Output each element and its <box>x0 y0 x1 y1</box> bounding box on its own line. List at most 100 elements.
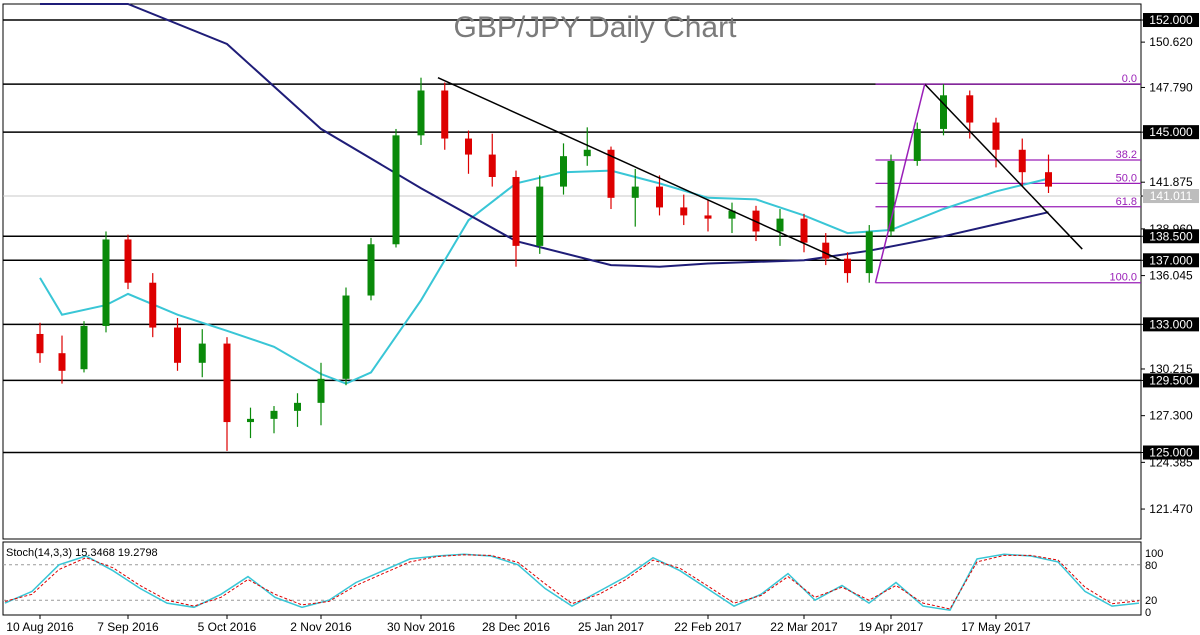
candle <box>149 273 157 338</box>
candle-body <box>417 90 425 136</box>
candle-body <box>270 410 278 419</box>
candlesticks <box>36 77 1052 451</box>
date-tick-label: 7 Sep 2016 <box>97 620 159 634</box>
candle <box>80 321 88 373</box>
moving-average-ma_fast <box>39 169 1049 385</box>
candle-body <box>174 327 181 363</box>
candle-body <box>512 176 520 246</box>
price-tick-label: 147.790 <box>1149 80 1193 94</box>
candle-body <box>728 210 736 219</box>
date-tick-label: 10 Aug 2016 <box>6 620 74 634</box>
candle-body <box>680 207 688 216</box>
date-tick-label: 2 Nov 2016 <box>290 620 352 634</box>
candle <box>560 143 567 195</box>
candle <box>317 362 325 426</box>
candle <box>583 127 591 166</box>
date-axis: 10 Aug 2016 7 Sep 2016 5 Oct 2016 2 Nov 201… <box>6 615 1031 634</box>
candle-body <box>822 242 830 259</box>
candle <box>680 194 688 226</box>
date-tick-label: 25 Jan 2017 <box>578 620 644 634</box>
candle <box>198 329 206 378</box>
stoch-label: Stoch(14,3,3) 15.3468 19.2798 <box>6 547 158 559</box>
candle-body <box>294 402 301 411</box>
candle <box>656 175 663 216</box>
price-tag-label: 133.000 <box>1149 317 1193 331</box>
candle-body <box>887 160 895 232</box>
date-tick-label: 28 Dec 2016 <box>482 620 550 634</box>
candle <box>844 252 851 283</box>
candle <box>607 146 615 210</box>
trendline <box>437 76 842 261</box>
trendline <box>924 83 1083 250</box>
fib-level-label: 50.0 <box>1116 172 1137 184</box>
candle <box>940 84 947 136</box>
candle-body <box>342 295 350 379</box>
candle-body <box>58 353 66 371</box>
candle <box>913 122 921 166</box>
price-tag-label: 129.500 <box>1149 373 1193 387</box>
candle-body <box>560 156 567 187</box>
price-tag <box>1143 253 1199 268</box>
candle <box>36 322 44 363</box>
candle-body <box>583 149 591 157</box>
price-tick-label: 124.385 <box>1149 455 1193 469</box>
price-tick-label: 121.470 <box>1149 502 1193 516</box>
candle-body <box>36 333 44 354</box>
candle-body <box>223 343 231 423</box>
candle-body <box>149 282 157 328</box>
date-tick-label: 5 Oct 2016 <box>198 620 257 634</box>
candle-body <box>392 135 400 245</box>
main-panel-frame <box>2 3 1142 540</box>
candle <box>58 335 66 384</box>
stoch-tick-label: 80 <box>1145 560 1157 572</box>
price-tag <box>1143 229 1199 244</box>
candle-body <box>631 186 639 198</box>
stoch-panel-frame <box>2 541 1142 616</box>
candle-body <box>800 218 808 243</box>
price-tick-label: 127.300 <box>1149 409 1193 423</box>
fibonacci-retracement: 0.0 38.2 50.0 61.8 100.0 <box>875 73 1141 284</box>
candle-body <box>776 218 784 232</box>
fib-level-label: 0.0 <box>1122 73 1137 85</box>
candle <box>294 393 301 427</box>
candle-body <box>317 378 325 403</box>
price-tick-label: 136.045 <box>1149 269 1193 283</box>
price-tag-label: 141.011 <box>1150 189 1193 203</box>
candle <box>865 225 873 283</box>
price-tick-label: 141.875 <box>1149 175 1193 189</box>
price-tag-label: 152.000 <box>1149 13 1193 27</box>
candle-body <box>992 122 1000 150</box>
candle <box>270 406 278 434</box>
candle-body <box>607 149 615 198</box>
date-tick-label: 17 May 2017 <box>961 620 1031 634</box>
candle-body <box>656 186 663 208</box>
candle <box>704 199 712 232</box>
fib-level-label: 38.2 <box>1116 149 1137 161</box>
stoch-tick-label: 0 <box>1145 607 1151 619</box>
price-tag-label: 125.000 <box>1149 446 1193 460</box>
candle <box>1045 154 1052 194</box>
candle <box>441 82 449 150</box>
price-tag-label: 138.500 <box>1149 229 1193 243</box>
date-tick-label: 22 Feb 2017 <box>674 620 742 634</box>
price-tag <box>1143 189 1199 204</box>
price-tag-label: 137.000 <box>1149 253 1193 267</box>
date-tick-label: 22 Mar 2017 <box>770 620 838 634</box>
candle <box>367 237 375 301</box>
candle <box>512 170 520 267</box>
candle <box>223 337 231 451</box>
price-tag <box>1143 445 1199 460</box>
candle-body <box>865 231 873 274</box>
price-tag <box>1143 373 1199 388</box>
trendline <box>874 83 926 283</box>
candle <box>102 231 110 333</box>
candle-body <box>367 244 375 296</box>
candle-body <box>1045 172 1052 187</box>
candle <box>887 154 895 237</box>
candle-body <box>80 325 88 370</box>
price-tag-label: 145.000 <box>1149 125 1193 139</box>
price-tag <box>1143 317 1199 332</box>
